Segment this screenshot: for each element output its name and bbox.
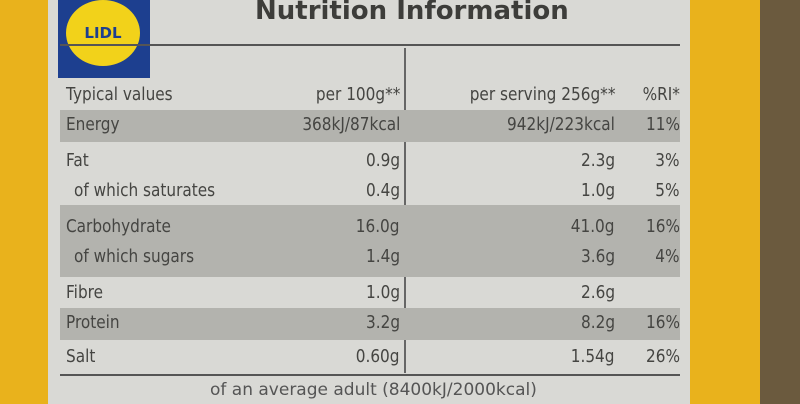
title: Nutrition Information [255,0,569,26]
value-cell: 2.3g [580,150,615,171]
value-cell: 942kJ/223kcal [507,114,615,135]
footer: of an average adult (8400kJ/2000kcal) [210,380,537,400]
header-cell: Typical values [66,84,173,105]
value-cell: 1.4g [365,246,400,267]
rule [60,44,680,46]
value-cell: 1.0g [365,282,400,303]
background [760,0,800,404]
nutrient: of which sugars [74,246,195,267]
rule [60,374,680,376]
nutrient: Salt [66,346,96,367]
value-cell: 3.2g [365,312,400,333]
nutrient: Fibre [66,282,104,303]
value-cell: 16% [645,312,680,333]
nutrient: Energy [66,114,120,135]
nutrient: Fat [66,150,89,171]
value-cell: 16% [645,216,680,237]
value-cell: 0.4g [365,180,400,201]
value-cell: 1.0g [580,180,615,201]
nutrient: of which saturates [74,180,216,201]
value-cell: 16.0g [356,216,400,237]
value-cell: 41.0g [571,216,615,237]
value-cell: 5% [655,180,680,201]
value-cell: 4% [655,246,680,267]
header-cell: per serving 256g** [469,84,615,105]
row-shade [60,110,680,142]
value-cell: 0.9g [365,150,400,171]
nutrient: Protein [66,312,120,333]
value-cell: 11% [645,114,680,135]
row-shade [60,205,680,277]
value-cell: 3% [655,150,680,171]
value-cell: 0.60g [356,346,400,367]
value-cell: 1.54g [571,346,615,367]
value-cell: 3.6g [580,246,615,267]
header-cell: %RI* [642,84,680,105]
nutrient: Carbohydrate [66,216,171,237]
value-cell: 8.2g [580,312,615,333]
logo: LIDL [66,0,140,66]
value-cell: 2.6g [580,282,615,303]
header-cell: per 100g** [315,84,400,105]
value-cell: 26% [645,346,680,367]
value-cell: 368kJ/87kcal [301,114,400,135]
row-shade [60,308,680,340]
